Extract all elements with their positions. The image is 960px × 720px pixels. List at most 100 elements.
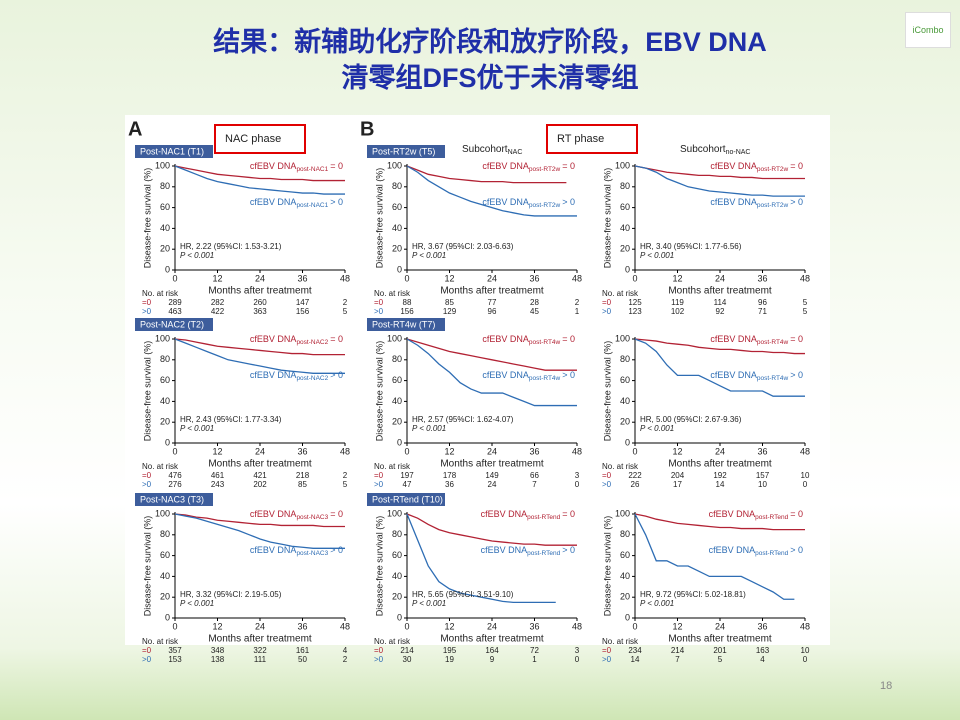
- legend-suffix: = 0: [562, 161, 575, 171]
- legend-subscript: post-RTend: [755, 514, 789, 521]
- x-tick-label: 12: [212, 446, 222, 456]
- p-value: P < 0.001: [412, 599, 446, 608]
- legend-name: cfEBV DNA: [481, 545, 528, 555]
- survival-curve: [406, 513, 577, 546]
- y-tick-label: 60: [620, 375, 630, 385]
- panel-header: Post-RT2w (T5): [372, 146, 435, 156]
- legend-suffix: = 0: [790, 509, 803, 519]
- y-tick-label: 0: [625, 437, 630, 447]
- legend-suffix: > 0: [330, 545, 343, 555]
- survival-curve: [406, 513, 556, 604]
- risk-count: 153: [168, 655, 182, 664]
- x-tick-label: 48: [340, 273, 350, 283]
- risk-count: 204: [671, 471, 685, 480]
- risk-count: 77: [488, 298, 497, 307]
- y-tick-label: 100: [387, 508, 402, 518]
- p-value: P < 0.001: [412, 424, 446, 433]
- risk-count: 156: [296, 307, 310, 316]
- legend-entry: cfEBV DNApost-RT4w > 0: [482, 370, 575, 381]
- y-tick-label: 40: [620, 396, 630, 406]
- x-tick-label: 36: [297, 273, 307, 283]
- risk-count: 19: [445, 655, 454, 664]
- survival-curve: [634, 165, 805, 180]
- x-axis-label: Months after treatmemt: [668, 634, 772, 645]
- subtitle: SubcohortNAC: [462, 144, 522, 156]
- risk-count: 10: [801, 646, 810, 655]
- survival-curve: [406, 165, 567, 184]
- risk-count: 71: [758, 307, 767, 316]
- x-axis-label: Months after treatmemt: [208, 634, 312, 645]
- hazard-ratio: HR, 2.43 (95%CI: 1.77-3.34): [180, 415, 282, 424]
- legend-name: cfEBV DNA: [482, 334, 529, 344]
- risk-count: 157: [756, 471, 770, 480]
- risk-count: 30: [403, 655, 412, 664]
- survival-curve: [174, 338, 345, 356]
- survival-curve: [406, 165, 577, 217]
- survival-curve: [174, 165, 345, 195]
- y-tick-label: 40: [392, 571, 402, 581]
- panel-header-box: [135, 493, 213, 506]
- risk-count: 357: [168, 646, 182, 655]
- risk-count: 461: [211, 471, 225, 480]
- survival-curve: [634, 165, 805, 197]
- legend-entry: cfEBV DNApost-RT4w = 0: [482, 334, 575, 345]
- y-tick-label: 40: [160, 571, 170, 581]
- y-tick-label: 80: [392, 354, 402, 364]
- risk-count: 47: [403, 480, 412, 489]
- risk-row-label: >0: [142, 655, 152, 664]
- x-tick-label: 36: [757, 273, 767, 283]
- risk-count: 260: [253, 298, 267, 307]
- risk-count: 218: [296, 471, 310, 480]
- panel-header-box: [367, 318, 445, 331]
- y-axis-label: Disease-free survival (%): [142, 168, 152, 269]
- risk-row-label: =0: [142, 646, 152, 655]
- risk-count: 161: [296, 646, 310, 655]
- legend-entry: cfEBV DNApost-RT4w > 0: [710, 370, 803, 381]
- y-tick-label: 20: [620, 417, 630, 427]
- risk-count: 138: [211, 655, 225, 664]
- y-axis-label: Disease-free survival (%): [602, 516, 612, 617]
- panel-header: Post-RTend (T10): [372, 494, 443, 504]
- risk-count: 123: [628, 307, 642, 316]
- legend-entry: cfEBV DNApost-RTend = 0: [709, 509, 803, 520]
- y-tick-label: 60: [160, 550, 170, 560]
- y-tick-label: 20: [620, 244, 630, 254]
- risk-count: 14: [716, 480, 725, 489]
- survival-curve: [634, 338, 805, 355]
- legend-subscript: post-NAC2: [296, 375, 328, 382]
- panel-header: Post-NAC1 (T1): [140, 146, 204, 156]
- hazard-ratio: HR, 3.32 (95%CI: 2.19-5.05): [180, 590, 282, 599]
- risk-count: 7: [675, 655, 680, 664]
- risk-title: No. at risk: [602, 637, 639, 646]
- y-tick-label: 100: [155, 333, 170, 343]
- risk-count: 201: [713, 646, 727, 655]
- subtitle-text: Subcohort: [462, 144, 508, 155]
- x-tick-label: 48: [340, 446, 350, 456]
- y-tick-label: 0: [397, 437, 402, 447]
- x-tick-label: 36: [757, 621, 767, 631]
- risk-count: 1: [575, 307, 580, 316]
- hazard-ratio: HR, 5.65 (95%CI: 3.51-9.10): [412, 590, 514, 599]
- x-axis-label: Months after treatmemt: [208, 459, 312, 470]
- x-tick-label: 12: [444, 446, 454, 456]
- x-tick-label: 48: [572, 446, 582, 456]
- risk-row-label: =0: [374, 646, 384, 655]
- risk-count: 147: [296, 298, 310, 307]
- legend-suffix: = 0: [330, 509, 343, 519]
- y-tick-label: 80: [160, 529, 170, 539]
- risk-count: 289: [168, 298, 182, 307]
- x-tick-label: 36: [757, 446, 767, 456]
- legend-entry: cfEBV DNApost-RT2w = 0: [710, 161, 803, 172]
- risk-count: 28: [530, 298, 539, 307]
- legend-suffix: > 0: [562, 197, 575, 207]
- y-tick-label: 100: [615, 333, 630, 343]
- legend-subscript: post-RT4w: [529, 375, 561, 382]
- risk-row-label: =0: [374, 298, 384, 307]
- legend-entry: cfEBV DNApost-RT2w > 0: [482, 197, 575, 208]
- y-tick-label: 80: [160, 181, 170, 191]
- risk-count: 3: [575, 471, 580, 480]
- legend-subscript: post-RT2w: [529, 202, 561, 209]
- panel-header: Post-NAC2 (T2): [140, 319, 204, 329]
- risk-count: 0: [575, 480, 580, 489]
- risk-title: No. at risk: [374, 462, 411, 471]
